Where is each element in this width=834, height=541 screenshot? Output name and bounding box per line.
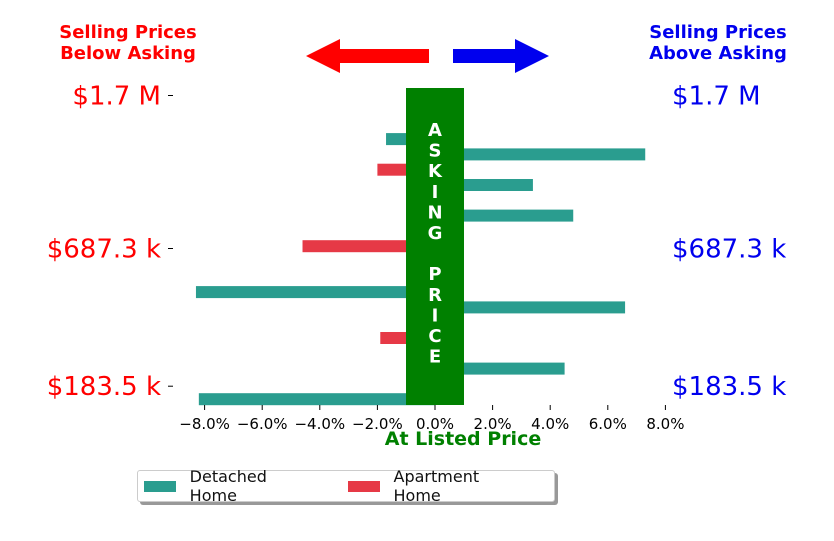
x-tick-label-4: 0.0%	[416, 415, 454, 433]
left-heading-line-0: Selling Prices	[59, 22, 196, 43]
right-heading-line-1: Above Asking	[649, 43, 787, 64]
legend-item-apartment: Apartment Home	[347, 467, 530, 505]
x-tick-label-1: −6.0%	[237, 415, 288, 433]
right-arrow-icon	[453, 39, 549, 73]
legend-label-apartment: Apartment Home	[393, 467, 480, 505]
price-label-left-2: $183.5 k	[47, 372, 161, 402]
asking-price-letter-11: C	[428, 326, 441, 347]
detached-bar-7	[435, 209, 574, 222]
asking-price-letter-8: P	[428, 264, 441, 285]
right-heading-line-0: Selling Prices	[649, 22, 786, 43]
asking-price-letter-10: I	[432, 305, 439, 326]
x-axis-label: At Listed Price	[385, 428, 541, 450]
legend: Detached Home Apartment Home	[137, 467, 555, 505]
left-arrow-icon	[306, 39, 429, 73]
legend-swatch-apartment	[347, 480, 380, 492]
asking-price-letter-3: I	[432, 182, 439, 203]
price-label-right-2: $183.5 k	[672, 372, 786, 402]
detached-bar-17	[435, 362, 565, 375]
legend-item-detached: Detached Home	[144, 467, 318, 505]
legend-label-detached: Detached Home	[189, 467, 267, 505]
asking-price-letter-4: N	[427, 202, 442, 223]
price-label-left-1: $687.3 k	[47, 235, 161, 265]
x-tick-label-7: 6.0%	[589, 415, 627, 433]
x-tick-label-3: −2.0%	[352, 415, 403, 433]
x-tick-label-5: 2.0%	[474, 415, 512, 433]
x-tick-label-8: 8.0%	[646, 415, 684, 433]
detached-bar-12	[195, 286, 435, 299]
x-tick-label-6: 4.0%	[531, 415, 569, 433]
x-tick-label-2: −4.0%	[294, 415, 345, 433]
price-label-right-1: $687.3 k	[672, 235, 786, 265]
detached-bar-19	[198, 393, 435, 406]
asking-price-band	[406, 88, 464, 405]
apartment-bar-9	[302, 240, 435, 253]
price-label-left-0: $1.7 M	[72, 82, 161, 112]
asking-price-letter-0: A	[428, 120, 442, 141]
asking-price-letter-1: S	[429, 141, 442, 162]
asking-price-letter-12: E	[429, 347, 441, 368]
left-heading-line-1: Below Asking	[60, 43, 196, 64]
detached-bar-13	[435, 301, 626, 314]
asking-price-letter-2: K	[428, 161, 443, 182]
asking-price-letter-9: R	[428, 285, 442, 306]
x-tick-label-0: −8.0%	[179, 415, 230, 433]
asking-price-letter-5: G	[428, 223, 443, 244]
price-label-right-0: $1.7 M	[672, 82, 761, 112]
detached-bar-3	[435, 148, 646, 161]
legend-swatch-detached	[144, 480, 176, 492]
